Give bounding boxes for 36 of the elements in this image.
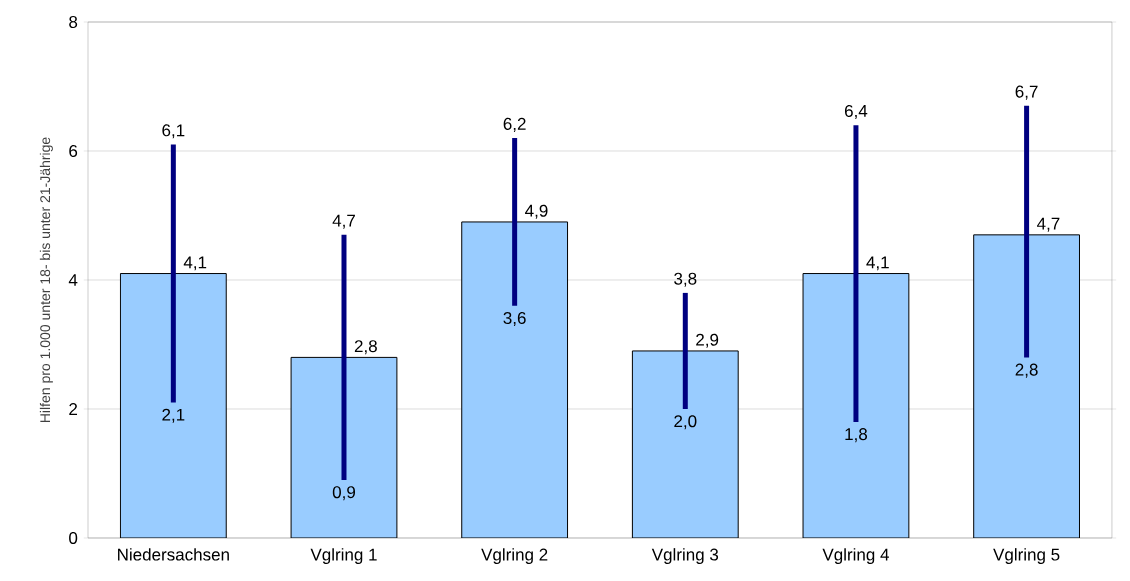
data-label: 4,9 [525, 204, 548, 219]
y-tick-label: 8 [69, 15, 78, 29]
bar [803, 273, 909, 538]
y-axis-title: Hilfen pro 1.000 unter 18- bis unter 21-Jährige [39, 137, 53, 423]
x-tick-label: Vglring 4 [822, 548, 889, 564]
x-tick-label: Vglring 5 [993, 548, 1060, 564]
data-label: 4,1 [183, 256, 207, 271]
data-label: 2,8 [354, 340, 377, 355]
data-label: 4,7 [1037, 217, 1060, 232]
annotation: 6,4 [844, 104, 868, 119]
annotation: 0,9 [332, 486, 356, 501]
annotation: 1,8 [845, 428, 868, 443]
annotation: 6,7 [1015, 85, 1038, 100]
bar [631, 350, 739, 538]
x-tick-label: Vglring 3 [651, 548, 719, 564]
x-tick-label: Niedersachsen [118, 548, 229, 561]
bar [290, 356, 398, 538]
annotation: 6,2 [503, 117, 526, 132]
x-tick-label: Vglring 2 [481, 548, 548, 564]
data-label: 2,9 [696, 333, 719, 348]
annotation: 2,8 [1015, 363, 1038, 378]
annotation: 4,7 [332, 214, 355, 229]
x-tick-label: Vglring 1 [310, 548, 377, 564]
y-tick-label: 2 [69, 403, 78, 415]
annotation: 2,1 [162, 408, 185, 423]
y-tick-label: 4 [68, 274, 78, 286]
bar [119, 273, 227, 538]
data-label: 4,1 [866, 256, 889, 271]
bar [973, 234, 1080, 538]
annotation: 3,6 [503, 311, 526, 327]
annotation: 3,8 [674, 272, 697, 287]
y-tick-label: 6 [69, 144, 78, 158]
bar [461, 221, 569, 538]
annotation: 2,0 [674, 415, 697, 430]
annotation: 6,1 [162, 124, 185, 139]
y-tick-label: 0 [69, 531, 78, 545]
